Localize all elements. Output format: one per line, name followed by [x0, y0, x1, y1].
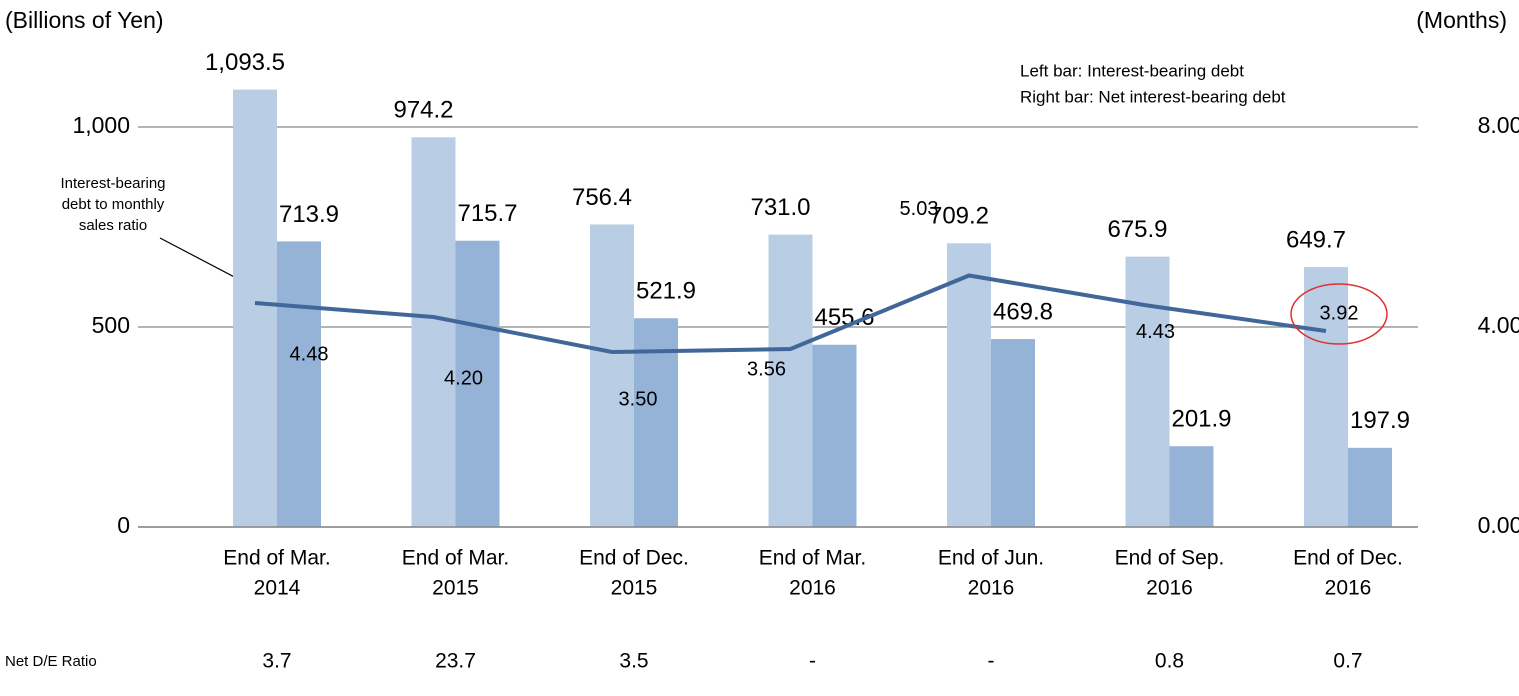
highlight-circle — [1290, 283, 1388, 345]
x-tick-label: 2016 — [968, 577, 1015, 600]
bar — [768, 234, 813, 527]
x-tick-label: End of Jun. — [938, 547, 1044, 570]
bar-label: 974.2 — [393, 97, 453, 124]
x-tick-label: End of Mar. — [759, 547, 866, 570]
annotation: sales ratio — [79, 217, 147, 234]
bar — [455, 240, 500, 527]
row-label: Net D/E Ratio — [5, 653, 97, 670]
x-tick-label: End of Dec. — [579, 547, 689, 570]
bar — [947, 243, 991, 527]
bar — [277, 241, 321, 527]
y-tick-label: 500 — [92, 312, 130, 338]
row-value: 0.7 — [1333, 650, 1362, 673]
bar-label: 1,093.5 — [205, 49, 285, 76]
bar — [411, 137, 456, 527]
bar — [991, 339, 1035, 527]
y2-axis-label: (Months) — [1416, 7, 1507, 33]
x-tick-label: End of Mar. — [223, 547, 330, 570]
note: Right bar: Net interest-bearing debt — [1020, 87, 1286, 106]
y2-tick-label: 4.00 — [1478, 312, 1519, 338]
x-tick-label: 2016 — [1325, 577, 1372, 600]
line-label: 4.20 — [444, 367, 483, 389]
x-tick-label: 2015 — [611, 577, 658, 600]
x-tick-label: End of Sep. — [1115, 547, 1225, 570]
bar-label: 715.7 — [457, 200, 517, 227]
y-axis-label: (Billions of Yen) — [5, 7, 164, 33]
line-label: 3.92 — [1320, 302, 1359, 324]
row-value: 23.7 — [435, 650, 476, 673]
y-tick-label: 0 — [117, 512, 130, 538]
x-tick-label: 2016 — [1146, 577, 1193, 600]
bar-label: 756.4 — [572, 184, 632, 211]
line — [254, 273, 1327, 355]
bar-label: 713.9 — [279, 201, 339, 228]
bar-label: 649.7 — [1286, 226, 1346, 253]
x-tick-label: 2016 — [789, 577, 836, 600]
bar-label: 521.9 — [636, 278, 696, 305]
x-tick-label: 2015 — [432, 577, 479, 600]
annotation: debt to monthly — [62, 196, 165, 213]
row-value: 3.7 — [262, 650, 291, 673]
row-value: - — [809, 650, 816, 673]
row-value: - — [988, 650, 995, 673]
line-label: 4.43 — [1136, 321, 1175, 343]
annotation: Interest-bearing — [60, 175, 165, 192]
bar — [1169, 446, 1214, 527]
x-tick-label: 2014 — [254, 577, 301, 600]
y-tick-label: 1,000 — [72, 112, 130, 138]
bar — [1125, 256, 1170, 527]
y2-tick-label: 0.00 — [1478, 512, 1519, 538]
bar — [1348, 447, 1392, 527]
bar — [1304, 267, 1348, 527]
bar-label: 201.9 — [1171, 406, 1231, 433]
note: Left bar: Interest-bearing debt — [1020, 61, 1244, 80]
bar — [812, 344, 857, 527]
line-label: 3.56 — [747, 358, 786, 380]
row-value: 3.5 — [619, 650, 648, 673]
bar-label: 197.9 — [1350, 407, 1410, 434]
x-tick-label: End of Mar. — [402, 547, 509, 570]
bar-label: 675.9 — [1107, 216, 1167, 243]
line-label: 5.03 — [900, 198, 939, 220]
y2-tick-label: 8.00 — [1478, 112, 1519, 138]
bar-label: 469.8 — [993, 298, 1053, 325]
bar-label: 731.0 — [750, 194, 810, 221]
line-label: 3.50 — [619, 388, 658, 410]
bar — [233, 89, 277, 527]
line-label: 4.48 — [290, 343, 329, 365]
x-tick-label: End of Dec. — [1293, 547, 1403, 570]
row-value: 0.8 — [1155, 650, 1184, 673]
bar — [590, 224, 634, 527]
bar-label: 709.2 — [929, 203, 989, 230]
